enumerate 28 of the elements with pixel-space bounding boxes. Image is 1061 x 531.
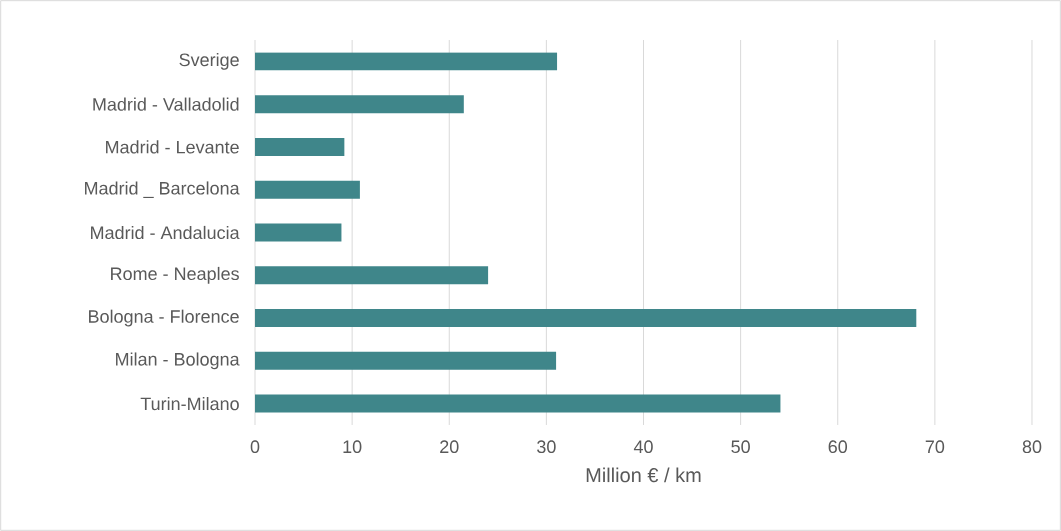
bar — [255, 223, 342, 242]
y-tick-label: Madrid - Levante — [106, 140, 239, 154]
x-tick-label: 60 — [828, 440, 848, 454]
x-tick-label: 40 — [633, 440, 653, 454]
x-tick-label: 10 — [343, 440, 362, 454]
y-tick-label: Sverige — [179, 52, 239, 70]
y-tick-label: Bologna - Florence — [89, 309, 239, 327]
bar — [255, 137, 345, 156]
y-tick-label: Milan - Bologna — [116, 352, 240, 370]
y-tick-label: Madrid - Andalucia — [91, 225, 240, 240]
bar — [255, 52, 558, 71]
bar — [255, 95, 464, 114]
x-axis-title: Million € / km — [586, 467, 701, 483]
x-tick-label: 20 — [440, 440, 459, 454]
x-tick-label: 30 — [537, 440, 556, 454]
x-tick-label: 80 — [1022, 440, 1042, 454]
bar — [255, 180, 360, 199]
y-tick-label: Madrid _ Barcelona — [85, 181, 240, 199]
x-tick-label: 0 — [250, 440, 260, 454]
y-tick-label: Madrid - Valladolid — [93, 97, 239, 111]
bar — [255, 351, 557, 370]
bar — [255, 394, 781, 413]
bar — [255, 309, 917, 328]
y-tick-label: Rome - Neaples — [111, 266, 239, 284]
x-tick-label: 70 — [925, 440, 945, 454]
x-tick-label: 50 — [731, 440, 750, 454]
y-tick-label: Turin-Milano — [140, 396, 239, 411]
bar — [255, 266, 489, 285]
